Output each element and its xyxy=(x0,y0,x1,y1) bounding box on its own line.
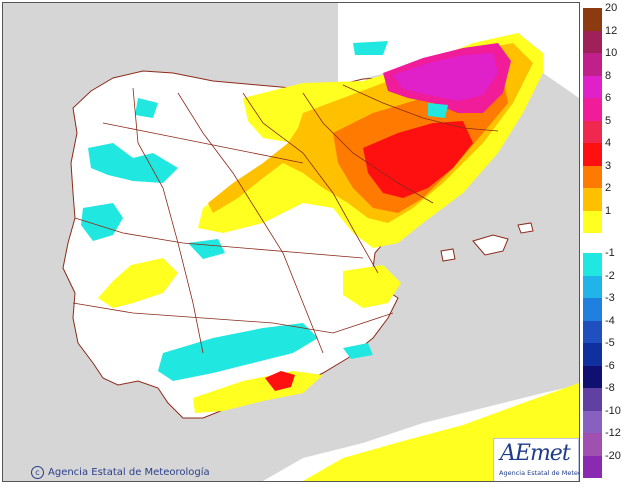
negative-anomaly-area xyxy=(158,323,318,381)
legend-negative-label: -4 xyxy=(605,314,615,327)
legend-positive-label: 20 xyxy=(605,2,618,14)
positive-anomaly-area xyxy=(343,265,401,308)
anomaly-8-area xyxy=(393,53,498,101)
logo-subtext: Agencia Estatal de Meteorología xyxy=(499,469,579,477)
legend-positive-label: 4 xyxy=(605,137,612,149)
anomaly-4-area xyxy=(363,121,473,198)
legend-positive-label: 6 xyxy=(605,92,612,104)
legend-negative-label: -3 xyxy=(605,292,615,304)
anomaly-4-area xyxy=(265,371,295,391)
legend-positive-label: 2 xyxy=(605,182,612,194)
legend-positive-label: 5 xyxy=(605,114,612,127)
legend-negative-swatch xyxy=(583,410,602,433)
legend-positive-swatch xyxy=(583,143,602,166)
credit-label: c Agencia Estatal de Meteorología xyxy=(31,466,210,479)
legend-negative-swatch xyxy=(583,365,602,388)
legend-positive-label: 12 xyxy=(605,24,618,37)
legend-negative-label: -5 xyxy=(605,337,615,349)
legend-negative-swatch xyxy=(583,275,602,298)
legend-negative-label: -6 xyxy=(605,359,615,372)
map-panel: c Agencia Estatal de Meteorología AEmet … xyxy=(2,2,580,482)
negative-anomaly-area xyxy=(135,98,158,118)
legend-negative-label: -1 xyxy=(605,247,615,259)
aemet-logo: AEmet Agencia Estatal de Meteorología xyxy=(493,438,579,481)
legend-positive-label: 3 xyxy=(605,159,612,172)
legend-positive-label: 8 xyxy=(605,69,612,82)
legend-positive-swatch xyxy=(583,210,602,233)
legend-negative-label: -12 xyxy=(605,427,621,439)
legend-positive-swatch xyxy=(583,120,602,143)
legend-negative-swatch xyxy=(583,388,602,411)
anomaly-map xyxy=(3,3,579,481)
legend-negative-swatch xyxy=(583,343,602,366)
legend-positive-swatch xyxy=(583,98,602,121)
menorca-island xyxy=(517,222,534,234)
negative-anomaly-area xyxy=(343,343,373,359)
ibiza-island xyxy=(440,248,456,262)
legend-negative-label: -20 xyxy=(605,449,621,462)
legend-positive-label: 1 xyxy=(605,204,612,217)
legend-negative-swatch xyxy=(583,455,602,478)
copyright-icon: c xyxy=(31,466,44,479)
legend-negative-label: -10 xyxy=(605,404,621,417)
legend-positive-label: 10 xyxy=(605,47,618,59)
legend-positive-swatch xyxy=(583,75,602,98)
logo-text: AEmet xyxy=(500,441,571,466)
regional-borders xyxy=(72,84,499,354)
color-legend: 20 12 10 8 6 5 4 3 2 1 -1 -2 -3 -4 -5 -6 -8 -10 -12 -20 xyxy=(583,2,628,478)
mallorca-island xyxy=(472,234,509,256)
legend-negative-label: -8 xyxy=(605,382,615,394)
legend-positive-swatch xyxy=(583,30,602,53)
legend-positive-swatch xyxy=(583,165,602,188)
legend-negative-swatch xyxy=(583,298,602,321)
positive-anomaly-area xyxy=(98,258,178,308)
legend-positive-swatch xyxy=(583,53,602,76)
negative-anomaly-area xyxy=(88,143,178,183)
negative-anomaly-area xyxy=(81,203,123,241)
negative-anomaly-area xyxy=(353,41,388,55)
legend-positive-swatch xyxy=(583,8,602,31)
legend-negative-swatch xyxy=(583,433,602,456)
legend-positive-swatch xyxy=(583,188,602,211)
negative-anomaly-area xyxy=(428,103,448,118)
legend-negative-label: -2 xyxy=(605,269,615,282)
legend-negative-swatch xyxy=(583,320,602,343)
legend-negative-swatch xyxy=(583,253,602,276)
credit-text: Agencia Estatal de Meteorología xyxy=(48,467,210,478)
